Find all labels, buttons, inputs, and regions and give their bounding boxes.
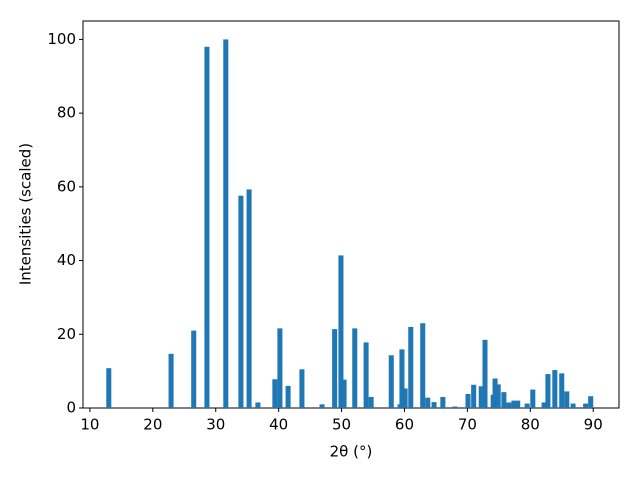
y-tick-label: 40 [57,251,76,269]
bar [583,403,589,408]
bar [332,329,338,408]
bar [402,388,408,408]
bar [168,353,174,408]
bar [246,189,252,408]
bar [541,402,547,408]
bar [495,384,501,408]
y-tick-label: 100 [47,30,76,48]
bar [425,397,431,408]
x-tick-label: 50 [332,416,351,434]
bar [399,349,405,408]
bar [363,342,369,408]
bar [299,369,305,408]
bar [338,255,344,408]
bar [319,404,325,408]
bar [506,402,512,408]
x-tick-label: 80 [521,416,540,434]
bar [191,330,197,408]
bar [530,389,536,408]
bar [408,326,414,408]
bar [471,384,477,408]
bar [515,400,521,408]
bar [588,396,594,408]
bar [285,385,291,408]
plot-frame [82,20,620,409]
bar [352,328,358,408]
y-tick-label: 20 [57,325,76,343]
bar [492,378,498,408]
y-tick-label: 0 [66,399,76,417]
bar [204,46,210,409]
bar [552,370,558,408]
x-tick-label: 70 [458,416,477,434]
y-tick-label: 60 [57,177,76,195]
x-tick-label: 90 [584,416,603,434]
bar [501,392,507,408]
bar [570,403,576,408]
x-tick-label: 40 [269,416,288,434]
x-tick-label: 10 [80,416,99,434]
bar [238,195,244,408]
bar [368,396,374,408]
x-tick-label: 20 [143,416,162,434]
bar [277,328,283,408]
bar [440,396,446,408]
bar [482,339,488,408]
x-tick-label: 30 [206,416,225,434]
bar [478,386,484,408]
bar [452,406,458,408]
bar [420,323,426,408]
bar [564,391,570,408]
y-tick-label: 80 [57,104,76,122]
bar [465,393,471,408]
x-axis-label: 2θ (°) [330,443,373,461]
y-axis-label: Intensities (scaled) [17,143,35,285]
bar [223,39,229,409]
bar [524,403,530,408]
bar [559,373,565,408]
bar [341,379,347,408]
bar [272,379,278,408]
bar [255,402,261,408]
x-tick-label: 60 [395,416,414,434]
bar [106,368,112,408]
bar [545,374,551,408]
bar [511,400,517,408]
bar [431,402,437,408]
bar [388,355,394,408]
